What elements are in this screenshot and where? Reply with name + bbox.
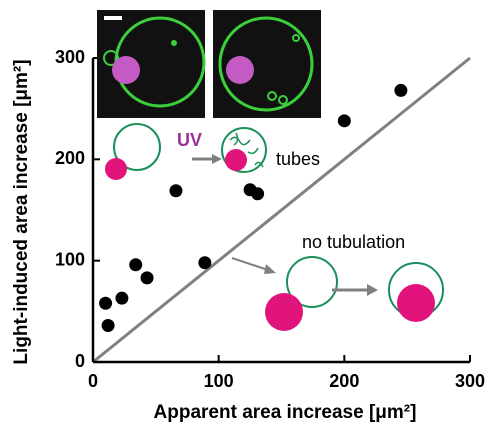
pointer [264,264,276,274]
vesicle [171,40,177,46]
reference-line [92,56,471,364]
arrow [212,154,222,164]
data-point [198,256,212,270]
annotation: no tubulation [302,232,405,252]
inset-images [97,10,321,118]
tubes [229,132,264,168]
data-point [115,291,129,305]
x-tick-label: 100 [204,371,234,391]
droplet [225,149,247,171]
x-axis-label: Apparent area increase [μm²] [154,402,417,423]
scale-bar [104,16,122,20]
data-point [169,184,183,198]
droplet [105,158,127,180]
data-point [99,296,113,310]
y-tick-label: 200 [55,148,85,168]
droplet [397,284,435,322]
data-point [140,271,154,285]
y-axis-label: Light-induced area increase [μm²] [11,59,32,364]
vesicle [221,127,267,173]
cartoons [105,123,444,331]
x-tick-label: 300 [455,371,485,391]
data-point [251,187,265,201]
vesicle [113,123,161,171]
pointer [231,257,269,271]
data-point [394,83,408,97]
y-tick-label: 100 [55,249,85,269]
tube [267,91,277,101]
x-tick-label: 200 [329,371,359,391]
data-point [337,114,351,128]
arrow [367,284,378,296]
droplet [112,56,140,84]
data-point [129,258,143,272]
vesicle [218,16,314,112]
y-tick-label: 300 [55,47,85,67]
plot-area: 0 100 200 300 0 100 200 300 [55,47,485,391]
tube [292,34,300,42]
droplet [226,56,254,84]
tube [278,95,288,105]
x-tick-label: 0 [88,371,98,391]
droplet [265,293,303,331]
vesicle [103,50,119,66]
data-point [101,319,115,333]
annotation: UV [177,130,202,150]
y-tick-label: 0 [75,351,85,371]
vesicle [286,256,338,308]
annotation: tubes [276,149,320,169]
